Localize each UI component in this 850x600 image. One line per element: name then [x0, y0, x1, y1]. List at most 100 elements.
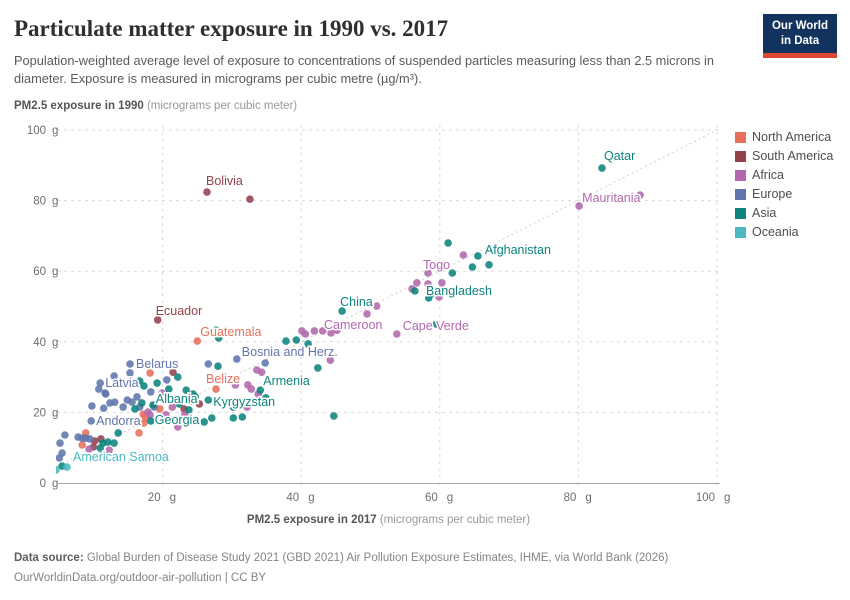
data-point[interactable] — [282, 337, 290, 345]
data-point[interactable] — [99, 404, 108, 413]
data-point-cape-verde[interactable] — [393, 330, 401, 338]
data-point[interactable] — [95, 385, 103, 393]
legend-item-africa[interactable]: Africa — [735, 168, 833, 182]
data-point[interactable] — [98, 450, 107, 458]
data-point[interactable] — [111, 398, 119, 407]
data-point-togo[interactable] — [424, 269, 432, 277]
data-point[interactable] — [304, 340, 312, 348]
data-point[interactable] — [246, 195, 254, 203]
data-point[interactable] — [292, 336, 301, 344]
data-point[interactable] — [110, 372, 118, 380]
data-point[interactable] — [158, 389, 166, 397]
data-point[interactable] — [135, 429, 143, 437]
data-point-kyrgyzstan[interactable] — [204, 396, 213, 404]
data-point[interactable] — [424, 280, 432, 288]
data-point[interactable] — [162, 411, 170, 419]
data-point[interactable] — [413, 279, 421, 287]
data-point[interactable] — [174, 423, 182, 431]
data-point[interactable] — [56, 439, 64, 447]
data-point[interactable] — [182, 386, 190, 395]
data-point[interactable] — [138, 399, 146, 407]
data-point-albania[interactable] — [149, 401, 157, 409]
data-point-guatemala[interactable] — [193, 337, 202, 345]
data-point[interactable] — [169, 368, 177, 377]
data-point[interactable] — [88, 402, 96, 410]
data-point[interactable] — [126, 369, 134, 377]
legend-item-south-america[interactable]: South America — [735, 149, 833, 163]
data-point[interactable] — [56, 454, 64, 462]
data-point[interactable] — [189, 390, 197, 398]
legend-item-europe[interactable]: Europe — [735, 187, 833, 201]
data-point[interactable] — [214, 362, 222, 371]
data-point[interactable] — [231, 381, 240, 389]
data-point[interactable] — [363, 310, 371, 318]
data-point[interactable] — [174, 373, 182, 381]
data-point[interactable] — [424, 294, 433, 302]
data-point[interactable] — [204, 360, 213, 368]
data-point[interactable] — [459, 251, 468, 259]
data-point[interactable] — [432, 320, 441, 328]
data-point[interactable] — [52, 466, 60, 474]
data-point-bosnia-and-herz-[interactable] — [233, 355, 241, 363]
data-point[interactable] — [333, 326, 342, 335]
data-point[interactable] — [123, 396, 132, 404]
data-point-armenia[interactable] — [314, 364, 322, 372]
legend-item-asia[interactable]: Asia — [735, 206, 833, 220]
data-point-bolivia[interactable] — [203, 188, 211, 196]
data-point[interactable] — [86, 435, 94, 443]
data-point[interactable] — [298, 327, 306, 335]
data-point[interactable] — [105, 446, 113, 455]
data-point[interactable] — [208, 414, 216, 422]
data-point-bangladesh[interactable] — [467, 288, 475, 296]
data-point[interactable] — [261, 359, 270, 367]
data-point[interactable] — [185, 406, 193, 414]
data-point-belize[interactable] — [212, 385, 220, 393]
data-point[interactable] — [119, 403, 127, 411]
data-point[interactable] — [140, 382, 148, 390]
data-point[interactable] — [146, 369, 154, 377]
data-point[interactable] — [110, 439, 118, 447]
data-point-cameroon[interactable] — [327, 329, 335, 337]
data-point[interactable] — [485, 261, 493, 269]
data-point[interactable] — [444, 239, 452, 247]
data-point[interactable] — [200, 418, 208, 426]
data-point-mauritania[interactable] — [575, 202, 583, 210]
data-point[interactable] — [212, 326, 220, 335]
data-point[interactable] — [372, 302, 381, 310]
data-point[interactable] — [262, 394, 270, 402]
data-point[interactable] — [165, 385, 173, 393]
data-point[interactable] — [85, 445, 93, 453]
legend-item-oceania[interactable]: Oceania — [735, 225, 833, 239]
data-point[interactable] — [229, 403, 238, 411]
data-point[interactable] — [140, 419, 148, 427]
data-point[interactable] — [104, 438, 112, 446]
data-point[interactable] — [214, 334, 223, 342]
data-point[interactable] — [247, 385, 256, 393]
data-point[interactable] — [636, 191, 644, 199]
data-point[interactable] — [175, 400, 183, 408]
data-point-ecuador[interactable] — [153, 316, 162, 324]
data-point[interactable] — [256, 386, 265, 395]
data-point[interactable] — [330, 412, 338, 420]
data-point[interactable] — [468, 263, 477, 271]
data-point[interactable] — [238, 413, 247, 421]
data-point[interactable] — [257, 368, 266, 377]
data-point-china[interactable] — [338, 307, 346, 315]
data-point[interactable] — [438, 279, 446, 287]
data-point-georgia[interactable] — [147, 417, 155, 425]
data-point-afghanistan[interactable] — [474, 252, 482, 260]
data-point[interactable] — [78, 441, 86, 449]
data-point-american-samoa[interactable] — [63, 463, 71, 471]
data-point[interactable] — [310, 327, 319, 335]
data-point[interactable] — [435, 293, 443, 301]
data-point[interactable] — [96, 444, 104, 452]
data-point[interactable] — [195, 400, 204, 408]
data-point[interactable] — [243, 403, 251, 411]
data-point[interactable] — [133, 393, 141, 401]
data-point[interactable] — [114, 429, 122, 437]
data-point-andorra[interactable] — [87, 417, 95, 425]
legend-item-north-america[interactable]: North America — [735, 130, 833, 144]
data-point-belarus[interactable] — [126, 360, 134, 368]
data-point[interactable] — [131, 405, 139, 413]
data-point[interactable] — [146, 411, 154, 419]
